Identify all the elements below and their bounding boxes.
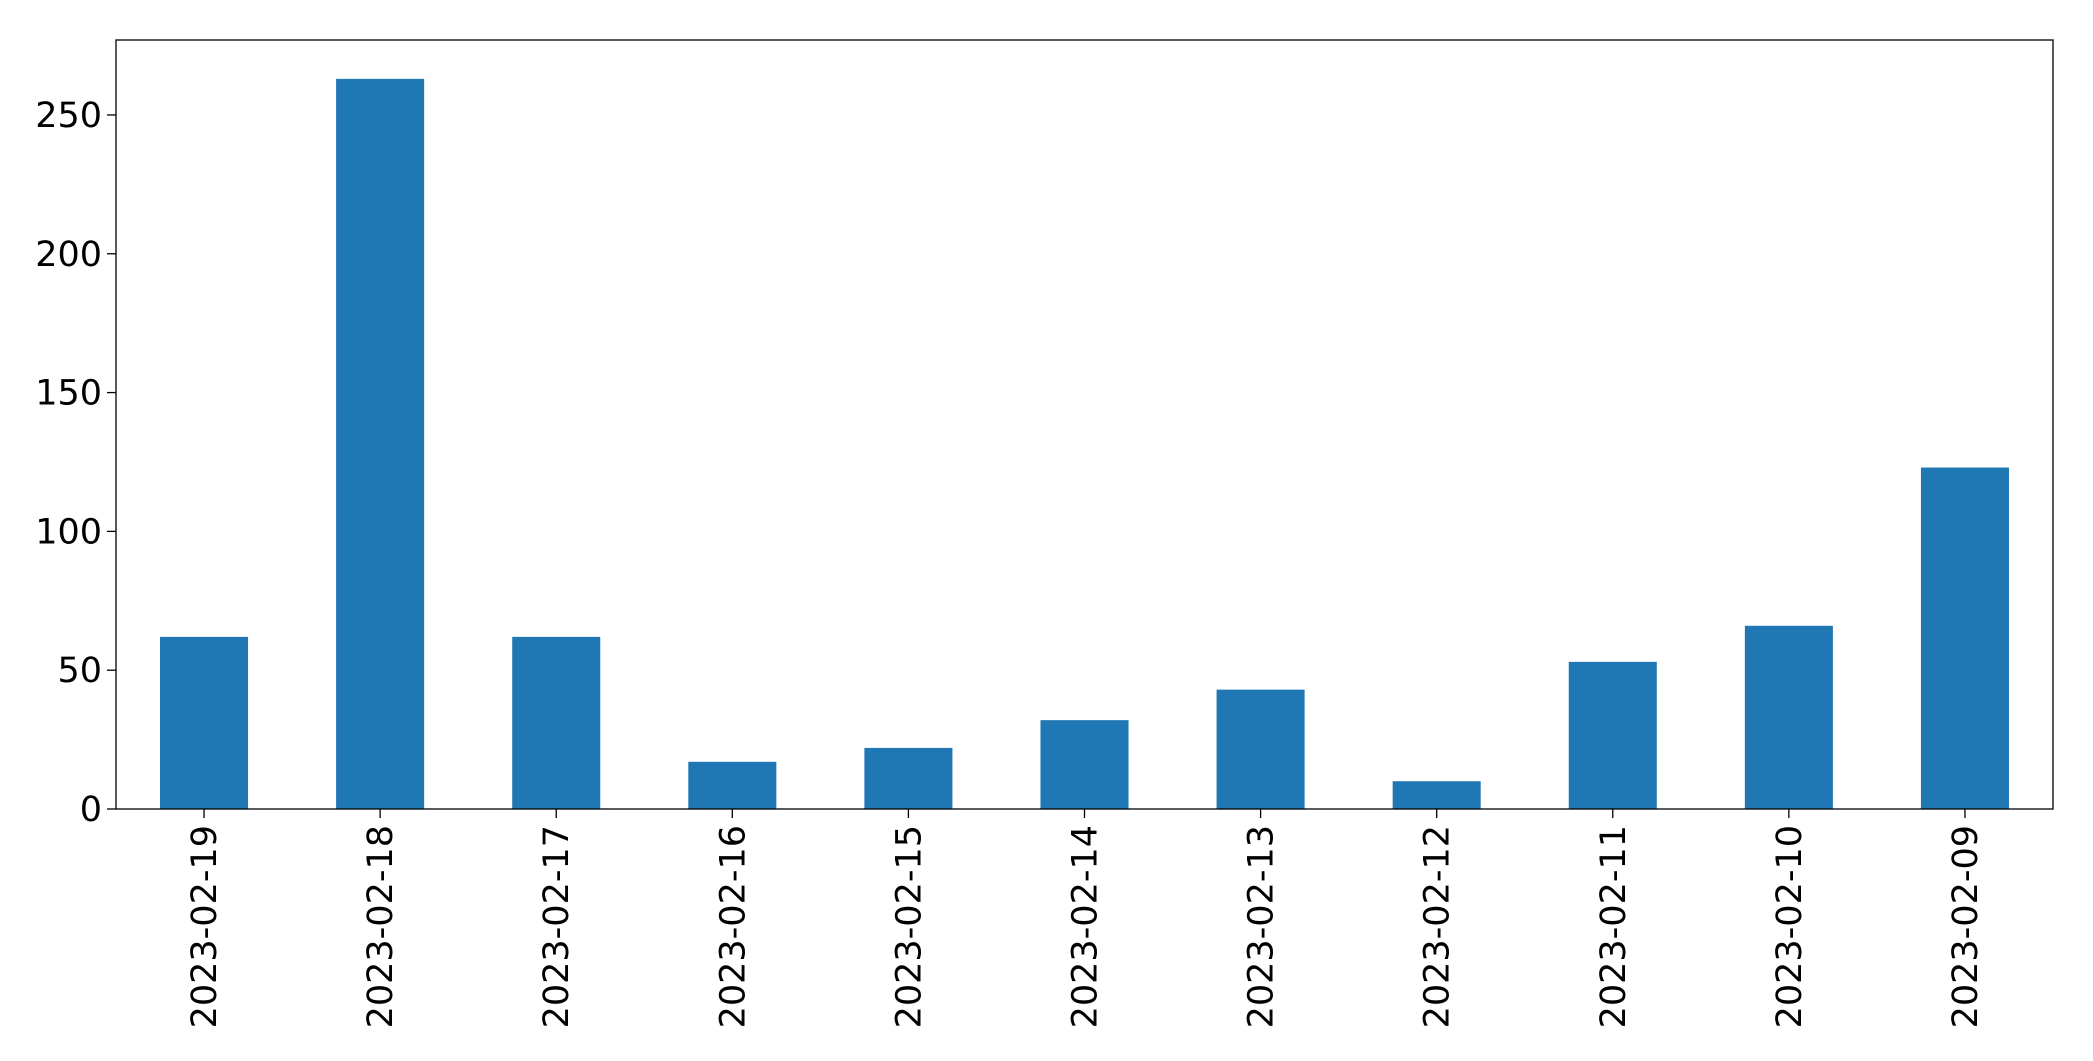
x-tick-label: 2023-02-13	[1242, 825, 1282, 1028]
bar	[864, 747, 953, 809]
x-tick-label: 2023-02-11	[1594, 825, 1634, 1028]
bar	[1040, 720, 1129, 809]
x-tick-label: 2023-02-15	[889, 825, 929, 1028]
x-tick-label: 2023-02-10	[1770, 825, 1810, 1028]
plot-frame	[115, 39, 2054, 810]
bar	[1392, 781, 1481, 809]
bar	[1568, 661, 1657, 809]
x-tick-label: 2023-02-18	[361, 825, 401, 1028]
x-tick-label: 2023-02-09	[1946, 825, 1986, 1028]
bar	[336, 78, 425, 809]
y-tick-label: 50	[57, 651, 102, 691]
bar	[688, 761, 777, 809]
y-tick-label: 200	[35, 235, 102, 275]
y-tick-label: 0	[80, 790, 102, 830]
x-tick-label: 2023-02-17	[537, 825, 577, 1028]
bar	[1920, 467, 2009, 809]
y-tick-label: 100	[35, 512, 102, 552]
bar	[1216, 689, 1305, 809]
x-tick-label: 2023-02-16	[713, 825, 753, 1028]
bar	[1744, 625, 1833, 809]
y-tick-label: 250	[35, 96, 102, 136]
x-tick-label: 2023-02-19	[185, 825, 225, 1028]
x-tick-label: 2023-02-14	[1066, 825, 1106, 1028]
bar	[512, 636, 601, 809]
x-tick-label: 2023-02-12	[1418, 825, 1458, 1028]
y-tick-label: 150	[35, 374, 102, 414]
bar	[160, 636, 249, 809]
